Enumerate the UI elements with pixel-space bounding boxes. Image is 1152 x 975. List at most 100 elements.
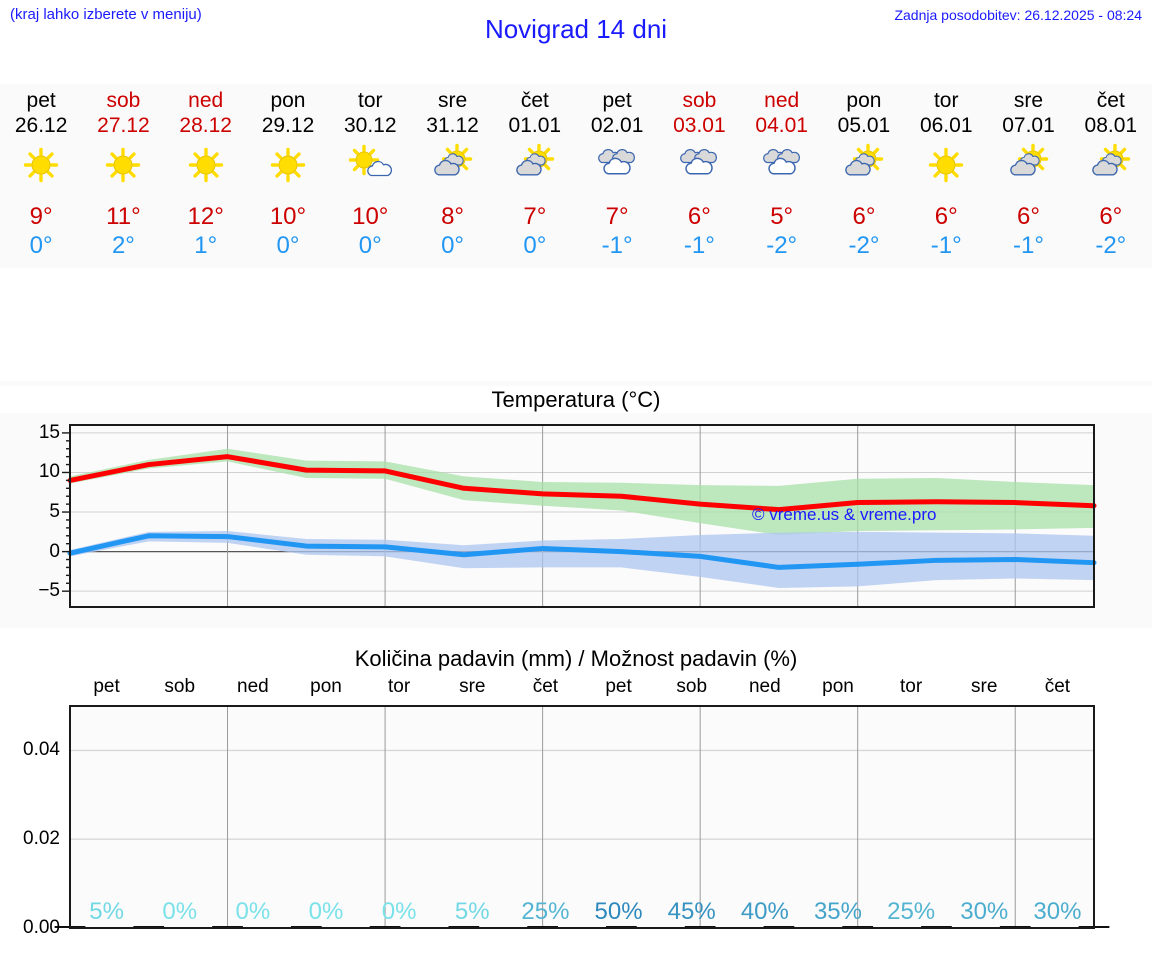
weather-sun-icon [180, 142, 232, 188]
page-title: Novigrad 14 dni [484, 14, 668, 44]
day-name: sob [682, 89, 717, 112]
day-date: 30.12 [343, 114, 397, 137]
temperature-min: -1° [601, 232, 633, 259]
weather-sun-icon [97, 142, 149, 188]
precipitation-day-label: pon [822, 676, 854, 697]
forecast-day-column[interactable]: tor 30.12 10° 0° [329, 84, 411, 268]
precipitation-probability: 0% [235, 898, 271, 925]
temperature-min: 0° [276, 232, 300, 259]
precipitation-day-label: sre [459, 676, 486, 697]
day-date: 07.01 [1002, 114, 1055, 137]
forecast-day-column[interactable]: pet 02.01 7° -1° [576, 84, 658, 268]
copyright-notice: © vreme.us & vreme.pro [752, 505, 937, 524]
precipitation-day-label: čet [532, 676, 559, 697]
precipitation-probability: 50% [594, 898, 643, 925]
page-header: (kraj lahko izberete v meniju) Novigrad … [0, 0, 1152, 56]
precipitation-day-label: tor [900, 676, 923, 697]
forecast-day-column[interactable]: sre 31.12 8° 0° [411, 84, 493, 268]
forecast-day-column[interactable]: ned 28.12 12° 1° [165, 84, 247, 268]
precipitation-chart-title: Količina padavin (mm) / Možnost padavin … [354, 646, 798, 671]
precipitation-day-label: čet [1044, 676, 1071, 697]
menu-hint: (kraj lahko izberete v meniju) [10, 6, 202, 23]
forecast-day-column[interactable]: sob 03.01 6° -1° [658, 84, 740, 268]
precipitation-probability: 0% [381, 898, 417, 925]
temperature-y-tick-label: 5 [49, 501, 60, 523]
day-name: čet [520, 89, 549, 112]
forecast-day-column[interactable]: sob 27.12 11° 2° [82, 84, 164, 268]
weather-sun-cloud-icon [838, 142, 890, 188]
temperature-svg [62, 424, 1097, 608]
day-name: pon [846, 89, 882, 112]
daily-forecast-strip: pet 26.12 9° 0° sob 27.12 11° 2° ned 28.12 12° 1° po… [0, 84, 1152, 268]
day-date: 26.12 [14, 114, 68, 137]
temperature-min: 2° [111, 232, 135, 259]
temperature-max: 10° [269, 203, 307, 230]
weather-cloud-icon [673, 142, 725, 188]
temperature-min: 1° [194, 232, 218, 259]
temperature-max: 6° [1017, 203, 1040, 230]
temperature-plot-area: 15 10 5 0 −5 © vreme.us & vreme.pro [0, 417, 1152, 617]
precipitation-probability-row: 5% 0% 0% 0% 0% 5% 25% 50% 45% 40% 35% 25% 30% 30% [70, 898, 1094, 932]
precipitation-day-label: sob [676, 676, 708, 697]
forecast-day-column[interactable]: pet 26.12 9° 0° [0, 84, 82, 268]
precipitation-day-label: ned [748, 676, 781, 697]
day-date: 01.01 [508, 114, 562, 137]
precipitation-day-label: sob [164, 676, 196, 697]
temperature-max: 12° [187, 203, 224, 230]
forecast-day-column[interactable]: pon 05.01 6° -2° [823, 84, 905, 268]
temperature-chart-title: Temperatura (°C) [0, 386, 1152, 413]
forecast-day-column[interactable]: čet 08.01 6° -2° [1070, 84, 1152, 268]
precipitation-probability: 5% [454, 898, 490, 925]
day-date: 27.12 [97, 114, 150, 137]
precipitation-day-label: pon [310, 676, 342, 697]
day-name: sre [1013, 89, 1044, 112]
day-date: 05.01 [837, 114, 891, 137]
day-name: ned [188, 89, 224, 112]
day-name: pet [602, 89, 632, 112]
day-date: 08.01 [1084, 114, 1138, 137]
weather-cloud-icon [756, 142, 808, 188]
day-date: 03.01 [673, 114, 726, 137]
weather-sun-cloud-icon [1085, 142, 1137, 188]
day-date: 29.12 [261, 114, 315, 137]
temperature-max: 7° [523, 203, 547, 230]
temperature-min: -2° [766, 232, 798, 259]
temperature-max: 8° [441, 203, 465, 230]
temperature-min: 0° [358, 232, 382, 259]
weather-sun-icon [15, 142, 67, 188]
precipitation-probability: 35% [813, 898, 862, 925]
precipitation-day-label: tor [388, 676, 411, 697]
day-date: 04.01 [755, 114, 808, 137]
temperature-min: 0° [29, 232, 53, 259]
precipitation-probability: 0% [162, 898, 198, 925]
temperature-chart-panel: Temperatura (°C) 15 10 5 0 −5 © vreme.us & v… [0, 381, 1152, 628]
precipitation-probability: 45% [667, 898, 716, 925]
precipitation-day-label: ned [237, 676, 269, 697]
weather-cloud-icon [591, 142, 643, 188]
day-name: sob [106, 89, 141, 112]
day-date: 06.01 [919, 114, 973, 137]
forecast-day-column[interactable]: ned 04.01 5° -2° [741, 84, 823, 268]
weather-sun-cloud-icon [1003, 142, 1055, 188]
forecast-day-column[interactable]: sre 07.01 6° -1° [987, 84, 1069, 268]
temperature-min: -1° [683, 232, 715, 259]
temperature-max: 6° [934, 203, 958, 230]
precipitation-day-labels: pet sob ned pon tor sre čet pet sob ned pon tor sre č… [70, 676, 1094, 700]
temperature-min: -1° [1013, 232, 1044, 259]
temperature-y-tick-label: 10 [38, 461, 60, 483]
day-date: 28.12 [179, 114, 232, 137]
precipitation-probability: 25% [521, 898, 570, 925]
forecast-day-column[interactable]: pon 29.12 10° 0° [247, 84, 329, 268]
weather-sun-cloud-icon [509, 142, 561, 188]
temperature-max: 10° [352, 203, 389, 230]
day-date: 31.12 [426, 114, 479, 137]
weather-sun-cloud-icon [427, 142, 479, 188]
precipitation-y-tick-label: 0.02 [23, 828, 60, 850]
precipitation-probability: 40% [740, 898, 789, 925]
day-name: pon [270, 89, 306, 112]
precipitation-probability: 30% [960, 898, 1009, 925]
temperature-max: 6° [1099, 203, 1123, 230]
forecast-day-column[interactable]: čet 01.01 7° 0° [494, 84, 576, 268]
precipitation-probability: 30% [1033, 898, 1082, 925]
forecast-day-column[interactable]: tor 06.01 6° -1° [905, 84, 987, 268]
